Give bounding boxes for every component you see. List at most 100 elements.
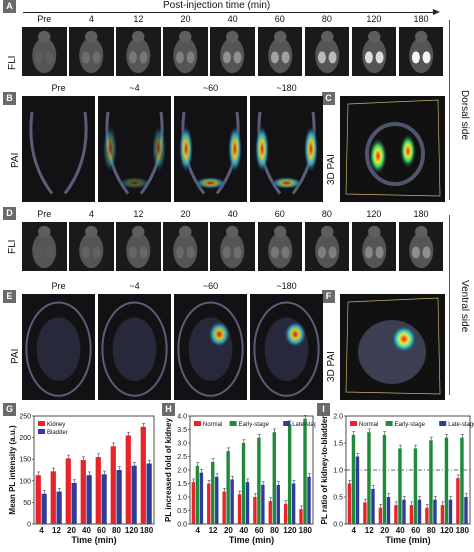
bar-early-stage: [287, 424, 292, 524]
fli-ventral-image: [210, 222, 255, 271]
bar-early-stage: [272, 432, 276, 524]
bar-late-stage: [386, 497, 391, 524]
y-tick-label: 1.0: [177, 495, 187, 502]
fli-dorsal-image: [116, 27, 161, 76]
bar-late-stage: [417, 499, 422, 524]
x-tick-label: 12: [365, 526, 374, 535]
legend-swatch: [350, 421, 357, 426]
x-tick-label: 80: [112, 526, 121, 535]
fli-dorsal-time-label: 12: [133, 14, 144, 24]
y-tick-label: 250: [19, 414, 31, 421]
legend-label: Bladder: [47, 430, 68, 436]
fli-ventral-image: [398, 222, 444, 271]
legend-swatch: [38, 429, 45, 434]
pai3d-dorsal-image: [340, 96, 445, 202]
panel-label-a: A: [3, 0, 16, 13]
x-tick-label: 4: [39, 526, 44, 535]
fli-ventral-time-label: 120: [366, 209, 382, 219]
x-tick-label: 40: [239, 526, 248, 535]
fli-dorsal-time-label: 4: [88, 14, 94, 24]
y-tick-label: 1.0: [333, 468, 343, 475]
bar-late-stage: [448, 499, 453, 524]
fli-dorsal-time-label: 80: [321, 14, 332, 24]
pai-dorsal-time-label: ~180: [276, 83, 297, 93]
bar-normal: [347, 483, 352, 524]
pai-ventral-image: [22, 294, 95, 400]
bar-bladder: [71, 482, 77, 524]
pai3d-ventral-image: [340, 294, 445, 400]
x-axis-label: Time (min): [229, 535, 274, 545]
y-axis-label: Mean PL intensity (a.u.): [8, 425, 17, 515]
bar-normal: [456, 478, 460, 524]
fli-dorsal-time-label: 180: [413, 14, 429, 24]
legend-label: Late-stage: [448, 422, 474, 428]
pai-dorsal-time-label: ~4: [129, 83, 140, 93]
header-title: Post-injection time (min): [163, 0, 271, 11]
bar-normal: [363, 502, 367, 524]
bar-late-stage: [245, 482, 250, 524]
bar-early-stage: [257, 437, 261, 524]
x-tick-label: 120: [283, 526, 297, 535]
bar-bladder: [56, 491, 62, 524]
dorsal-side-label: Dorsal side: [459, 90, 470, 141]
x-tick-label: 12: [209, 526, 218, 535]
bar-late-stage: [215, 476, 219, 524]
bar-kidney: [140, 426, 146, 524]
bar-late-stage: [291, 483, 296, 524]
x-tick-label: 40: [396, 526, 405, 535]
x-tick-label: 60: [255, 526, 264, 535]
bar-normal: [207, 483, 211, 524]
pai-dorsal-image: [250, 96, 323, 202]
bar-bladder: [131, 465, 137, 524]
bar-early-stage: [413, 448, 418, 524]
pai-ventral-image: [174, 294, 247, 400]
legend-swatch: [283, 421, 291, 426]
fli-dorsal-time-label: Pre: [37, 14, 52, 24]
fli-ventral-time-label: 180: [413, 209, 429, 219]
legend-label: Normal: [203, 422, 222, 428]
pai-ventral-time-label: Pre: [51, 281, 66, 291]
fli-dorsal-image: [69, 27, 114, 76]
panel-label-g: G: [3, 403, 16, 416]
bar-late-stage: [276, 484, 280, 524]
legend-label: Early-stage: [239, 422, 270, 428]
row-label-pai-ventral: PAI: [10, 348, 21, 364]
panel-label-d: D: [3, 207, 16, 220]
fli-ventral-image: [163, 222, 208, 271]
y-axis-label: PL ratio of kidney-to-bladder: [320, 416, 329, 525]
row-label-pai-dorsal: PAI: [10, 152, 21, 168]
y-tick-label: 0.5: [333, 495, 343, 502]
y-tick-label: 4.0: [177, 414, 187, 421]
bar-normal: [253, 497, 257, 524]
bar-kidney: [35, 475, 41, 524]
pai-ventral-time-label: ~180: [276, 281, 297, 291]
panel-label-h: H: [162, 403, 175, 416]
bar-normal: [191, 482, 196, 524]
bar-bladder: [116, 470, 122, 524]
plot-frame: [33, 415, 155, 525]
fli-dorsal-image: [22, 27, 67, 76]
bar-normal: [222, 491, 226, 524]
x-axis-label: Time (min): [385, 535, 430, 545]
bar-late-stage: [402, 499, 406, 524]
legend-swatch: [439, 421, 447, 426]
x-tick-label: 180: [299, 526, 313, 535]
bar-bladder: [101, 474, 107, 524]
fli-ventral-time-label: 60: [274, 209, 285, 219]
pai-dorsal-time-label: Pre: [51, 83, 66, 93]
chart-h: 0.0 0.5 1.0 1.5 2.0 2.5 3.0 3.5 4.0 4 12 20 40 60 80 12…: [164, 414, 316, 546]
fli-dorsal-time-label: 40: [227, 14, 238, 24]
y-tick-label: 2.0: [177, 468, 187, 475]
x-tick-label: 20: [67, 526, 76, 535]
x-tick-label: 4: [195, 526, 200, 535]
y-tick-label: 150: [19, 457, 31, 464]
legend-label: Early-stage: [395, 422, 426, 428]
fli-dorsal-image: [351, 27, 397, 76]
legend-label: Normal: [359, 422, 378, 428]
y-tick-label: 0.5: [177, 508, 187, 515]
chart-g: 0 50 100 150 200 250 4 12 20 40 60 80 120 180 Time (mi…: [8, 414, 155, 545]
bar-normal: [440, 505, 445, 524]
bar-kidney: [110, 446, 116, 524]
bar-kidney: [80, 460, 86, 524]
row-label-3dpai-ventral: 3D PAI: [326, 351, 337, 382]
